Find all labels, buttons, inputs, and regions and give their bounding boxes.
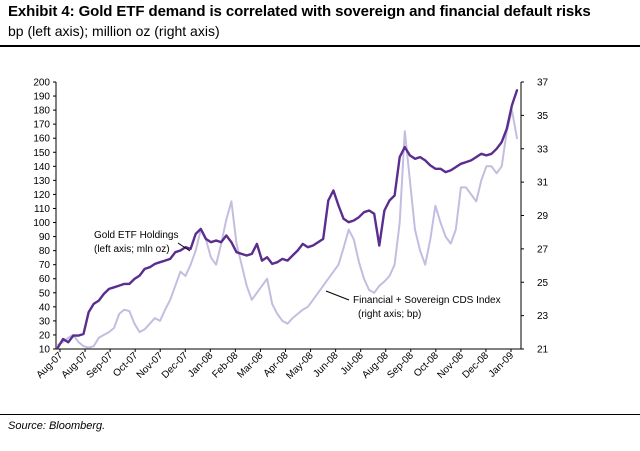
right-axis-tick-label: 37 xyxy=(537,78,549,89)
left-axis-tick-label: 40 xyxy=(39,302,51,313)
right-axis-tick-label: 29 xyxy=(537,211,549,222)
gold-etf-annotation: Gold ETF Holdings (left axis; mln oz) xyxy=(94,230,178,255)
exhibit-subtitle: bp (left axis); million oz (right axis) xyxy=(8,23,220,39)
x-axis-tick-label: Mar-08 xyxy=(235,350,265,380)
series-layer xyxy=(56,89,519,349)
gold-etf-holdings-line xyxy=(56,89,519,349)
left-axis-tick-label: 200 xyxy=(33,78,50,89)
left-axis-tick-label: 80 xyxy=(39,246,51,257)
x-axis-tick-label: Aug-08 xyxy=(360,350,391,381)
x-axis-tick-label: Sep-08 xyxy=(385,350,416,381)
right-axis-tick-label: 33 xyxy=(537,144,549,155)
left-axis-tick-label: 20 xyxy=(39,330,51,341)
left-axis-tick-label: 10 xyxy=(39,345,51,356)
cds-index-line xyxy=(57,109,518,349)
cds-index-annotation: Financial + Sovereign CDS Index (right ax… xyxy=(353,295,501,320)
gold-etf-annotation-leader xyxy=(177,242,191,252)
left-axis-tick-label: 120 xyxy=(33,190,50,201)
x-axis-tick-label: Aug-07 xyxy=(60,350,91,381)
x-axis-tick-label: Nov-08 xyxy=(435,350,466,381)
left-axis-tick-label: 170 xyxy=(33,120,50,131)
x-axis-tick-label: Jan-08 xyxy=(186,350,216,380)
right-axis-tick-label: 21 xyxy=(537,345,549,356)
x-axis-tick-label: Dec-07 xyxy=(160,350,191,381)
cds-index-annotation-line: (right axis; bp) xyxy=(358,309,421,320)
left-axis-tick-label: 190 xyxy=(33,92,50,103)
left-axis-tick-label: 140 xyxy=(33,162,50,173)
left-axis-tick-label: 90 xyxy=(39,232,51,243)
left-axis-tick-label: 110 xyxy=(34,204,50,215)
right-axis-tick-label: 27 xyxy=(537,244,549,255)
x-axis-tick-label: Nov-07 xyxy=(135,350,166,381)
right-axis-tick-label: 25 xyxy=(537,278,549,289)
x-axis-tick-label: Jan-09 xyxy=(487,350,517,380)
cds-index-annotation-leader xyxy=(325,290,350,301)
source-note: Source: Bloomberg. xyxy=(8,420,106,432)
left-axis-tick-label: 150 xyxy=(33,148,50,159)
exhibit-title: Exhibit 4: Gold ETF demand is correlated… xyxy=(8,3,591,20)
left-axis-tick-label: 30 xyxy=(39,316,51,327)
right-axis-tick-label: 35 xyxy=(537,111,549,122)
left-axis-tick-label: 100 xyxy=(33,218,50,229)
cds-index-annotation-line: Financial + Sovereign CDS Index xyxy=(353,295,501,306)
left-axis-tick-label: 70 xyxy=(39,260,51,271)
gold-etf-annotation-line: (left axis; mln oz) xyxy=(94,244,170,255)
annotation-layer: Gold ETF Holdings (left axis; mln oz) Fina… xyxy=(94,230,501,320)
left-axis-tick-label: 60 xyxy=(39,274,51,285)
x-axis-tick-label: Feb-08 xyxy=(210,350,240,380)
gold-etf-annotation-line: Gold ETF Holdings xyxy=(94,230,178,241)
left-axis-tick-label: 130 xyxy=(33,176,50,187)
right-axis-tick-label: 31 xyxy=(537,178,549,189)
x-axis-tick-label: Jun-08 xyxy=(311,350,341,380)
left-axis-tick-label: 180 xyxy=(33,106,50,117)
bottom-rule xyxy=(0,414,640,415)
x-axis-tick-label: Dec-08 xyxy=(460,350,491,381)
right-axis-tick-label: 23 xyxy=(537,311,549,322)
left-axis-tick-label: 160 xyxy=(33,134,50,145)
x-axis-tick-label: May-08 xyxy=(284,350,316,382)
x-axis-tick-label: Sep-07 xyxy=(85,350,116,381)
top-rule xyxy=(0,45,640,47)
left-axis-tick-label: 50 xyxy=(39,288,51,299)
